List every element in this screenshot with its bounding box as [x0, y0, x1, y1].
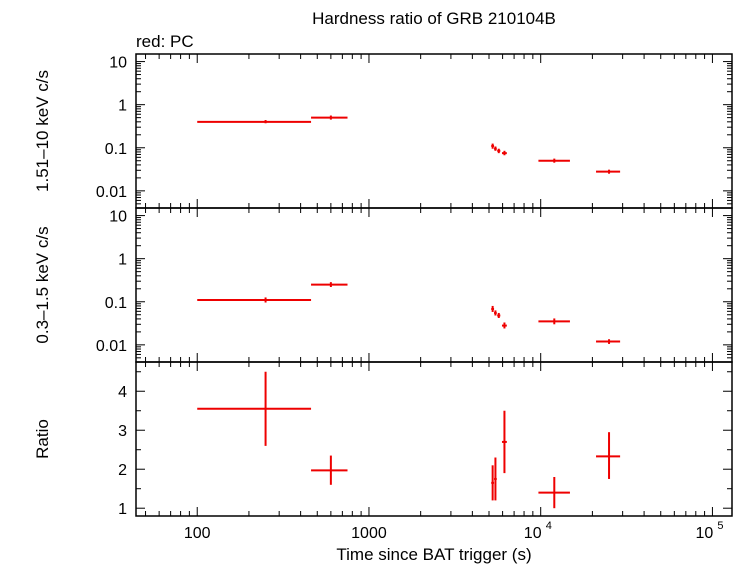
data-point	[197, 371, 312, 446]
x-tick-label: 10	[524, 525, 542, 542]
y-tick-label: 0.1	[105, 141, 127, 158]
data-point	[497, 312, 501, 318]
panel-frame	[135, 361, 733, 517]
data-point	[538, 318, 570, 325]
x-tick-exponent: 4	[546, 520, 552, 532]
data-point	[494, 146, 497, 151]
data-point	[497, 148, 501, 154]
data-point	[311, 282, 348, 288]
y-tick-label: 10	[109, 209, 127, 226]
data-point	[491, 465, 495, 501]
x-tick-label: 1000	[351, 525, 387, 542]
x-axis-label: Time since BAT trigger (s)	[336, 545, 531, 564]
data-point	[501, 410, 507, 474]
data-point	[311, 455, 348, 485]
data-point	[501, 322, 507, 329]
panels: 10 1 0.1 0.01 1.51–10 keV c/s 10 1 0.1 0.01 0.3–1…	[33, 53, 733, 542]
data-point	[197, 120, 312, 124]
data-point	[596, 339, 621, 344]
y-axis-label-ratio: Ratio	[33, 419, 52, 459]
x-tick-label: 100	[184, 525, 211, 542]
y-tick-label: 10	[109, 55, 127, 72]
data-point	[494, 310, 497, 316]
data-point	[501, 150, 507, 156]
panel-frame	[135, 207, 733, 363]
data-point	[494, 457, 497, 501]
data-point	[311, 115, 348, 120]
panel-hard: 10 1 0.1 0.01 1.51–10 keV c/s	[33, 53, 733, 209]
x-tick-exponent: 5	[717, 520, 723, 532]
panel-soft: 10 1 0.1 0.01 0.3–1.5 keV c/s	[33, 207, 733, 363]
data-point	[596, 432, 621, 479]
y-tick-label: 0.01	[96, 184, 127, 201]
x-tick-label: 10	[696, 525, 714, 542]
y-axis-label-hard: 1.51–10 keV c/s	[33, 70, 52, 192]
panel-ratio: 4 3 2 1 Ratio	[33, 361, 733, 518]
y-tick-label: 2	[118, 462, 127, 479]
y-axis-label-soft: 0.3–1.5 keV c/s	[33, 226, 52, 343]
y-tick-label: 1	[118, 98, 127, 115]
data-point	[197, 297, 312, 303]
y-tick-label: 1	[118, 501, 127, 518]
data-point	[491, 305, 495, 312]
y-tick-label: 0.1	[105, 295, 127, 312]
y-tick-label: 0.01	[96, 338, 127, 355]
data-point	[596, 169, 621, 174]
chart-title: Hardness ratio of GRB 210104B	[312, 9, 556, 28]
panel-frame	[135, 53, 733, 209]
data-point	[491, 143, 495, 149]
y-tick-label: 4	[118, 384, 127, 401]
data-point	[538, 477, 570, 509]
data-point	[538, 158, 570, 163]
chart-subtitle: red: PC	[136, 32, 194, 51]
y-tick-label: 3	[118, 423, 127, 440]
y-tick-label: 1	[118, 252, 127, 269]
